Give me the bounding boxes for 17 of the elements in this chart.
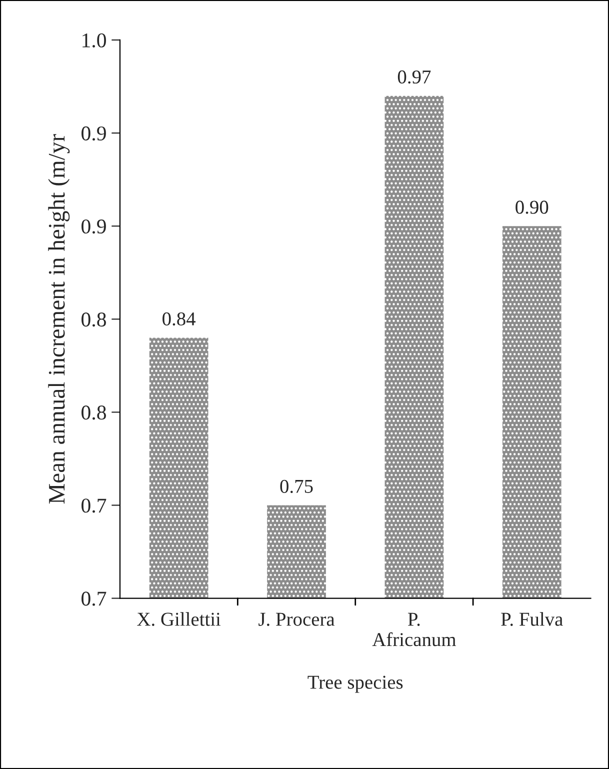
x-tick-label: X. Gillettii xyxy=(137,612,221,626)
y-tick-label: 1.0 xyxy=(82,33,106,48)
x-tick-label: J. Procera xyxy=(258,612,335,626)
y-tick-label: 0.7 xyxy=(82,592,106,606)
data-label: 0.84 xyxy=(162,312,196,326)
data-label: 0.75 xyxy=(280,480,313,494)
data-label: 0.97 xyxy=(398,70,431,84)
y-tick-label: 0.7 xyxy=(82,498,106,513)
data-label: 0.90 xyxy=(516,200,548,214)
y-tick-label: 0.9 xyxy=(82,126,106,141)
y-axis-title: Mean annual increment in height (m/yr xyxy=(48,134,70,504)
x-tick-label: P. Africanum xyxy=(372,612,456,646)
x-tick-label: P. Fulva xyxy=(501,612,563,626)
y-tick-label: 0.9 xyxy=(82,219,106,234)
x-axis-title: Tree species xyxy=(308,676,403,693)
y-tick-label: 0.8 xyxy=(82,406,106,420)
y-tick-label: 0.8 xyxy=(82,312,106,327)
